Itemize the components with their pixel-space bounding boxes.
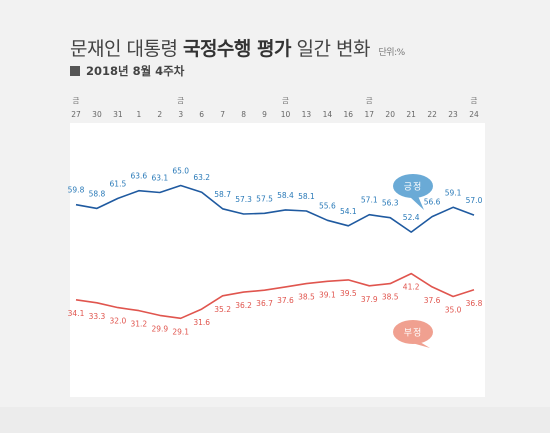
data-label: 34.1: [68, 309, 85, 318]
x-tick-label: 16: [344, 110, 354, 119]
x-tick-label: 9: [262, 110, 267, 119]
title-prefix: 문재인 대통령: [70, 38, 178, 60]
data-label: 29.1: [172, 327, 189, 336]
x-tick-label: 7: [220, 110, 225, 119]
x-tick-label: 10: [281, 110, 291, 119]
data-label: 41.2: [403, 283, 420, 292]
data-label: 37.6: [277, 296, 294, 305]
data-label: 63.6: [130, 172, 147, 181]
series-group: 59.8 58.8 61.563.6 63.1 65.0 63.2 58.7 57.3 57.5…: [68, 167, 483, 337]
day-marker: 금: [471, 96, 478, 105]
title-bold: 국정수행 평가: [182, 38, 292, 60]
x-tick-label: 21: [406, 110, 416, 119]
data-label: 37.9: [361, 295, 378, 304]
x-tick-label: 31: [113, 110, 123, 119]
series-line-positive: [75, 184, 475, 233]
data-label: 58.1: [298, 192, 315, 201]
series-line-negative: [75, 272, 475, 320]
data-label: 36.8: [466, 299, 483, 308]
data-label: 57.0: [466, 196, 483, 205]
x-tick-label: 24: [469, 110, 479, 119]
x-tick-label: 14: [323, 110, 333, 119]
data-label: 65.0: [172, 167, 189, 176]
data-label: 29.9: [151, 324, 168, 333]
plot-background: [70, 123, 485, 397]
data-label: 38.5: [382, 293, 399, 302]
data-label: 31.2: [130, 320, 147, 329]
x-tick-label: 6: [199, 110, 204, 119]
legend-negative-bubble: [393, 320, 433, 344]
x-tick-label: 17: [364, 110, 374, 119]
data-label: 57.1: [361, 196, 378, 205]
x-tick-label: 30: [92, 110, 102, 119]
data-label: 61.5: [110, 179, 127, 188]
data-label: 39.5: [340, 289, 357, 298]
data-label: 32.0: [110, 317, 127, 326]
day-marker: 금: [73, 96, 80, 105]
data-label: 55.6: [319, 201, 336, 210]
data-label: 52.4: [403, 213, 420, 222]
data-label: 63.2: [193, 173, 210, 182]
data-label: 36.7: [256, 299, 273, 308]
chart-title: 문재인 대통령 국정수행 평가 일간 변화 단위:%: [70, 34, 405, 61]
title-unit: 단위:%: [378, 48, 406, 58]
data-label: 35.2: [214, 305, 231, 314]
day-marker: 금: [366, 96, 373, 105]
x-tick-label: 13: [302, 110, 312, 119]
data-label: 59.8: [68, 186, 85, 195]
data-label: 39.1: [319, 290, 336, 299]
data-label: 58.8: [89, 189, 106, 198]
data-label: 57.5: [256, 194, 273, 203]
square-icon: [70, 66, 80, 76]
x-tick-label: 1: [136, 110, 141, 119]
data-label: 63.1: [151, 174, 168, 183]
data-label: 56.6: [424, 198, 441, 207]
chart-subtitle: 2018년 8월 4주차: [70, 63, 184, 79]
subtitle-text: 2018년 8월 4주차: [86, 64, 185, 78]
data-label: 56.3: [382, 199, 399, 208]
data-label: 57.3: [235, 195, 252, 204]
legend-positive-label: 긍정: [404, 182, 423, 193]
legend-positive-tail: [410, 196, 424, 210]
x-tick-label: 20: [385, 110, 395, 119]
x-tick-label: 27: [71, 110, 81, 119]
x-tick-label: 23: [448, 110, 458, 119]
day-marker: 금: [177, 96, 184, 105]
x-tick-label: 22: [427, 110, 437, 119]
title-suffix: 일간 변화: [296, 38, 371, 60]
x-tick-label: 3: [178, 110, 183, 119]
data-label: 35.0: [445, 306, 462, 315]
data-label: 58.4: [277, 191, 294, 200]
data-label: 37.6: [424, 296, 441, 305]
data-label: 58.7: [214, 190, 231, 199]
bottom-band: [0, 407, 550, 433]
data-label: 31.6: [193, 318, 210, 327]
day-marker: 금: [282, 96, 289, 105]
data-label: 33.3: [89, 312, 106, 321]
data-label: 54.1: [340, 207, 357, 216]
x-tick-group: 27 30 31 1 2 3 6 7 8 9 10 13 14 16 17 20 21 22 23 24: [71, 110, 479, 119]
data-label: 38.5: [298, 293, 315, 302]
x-tick-label: 2: [157, 110, 162, 119]
x-tick-label: 8: [241, 110, 246, 119]
legend-negative-label: 부정: [404, 328, 423, 339]
data-label: 36.2: [235, 301, 252, 310]
legend-positive-bubble: [393, 174, 433, 198]
data-label: 59.1: [445, 188, 462, 197]
